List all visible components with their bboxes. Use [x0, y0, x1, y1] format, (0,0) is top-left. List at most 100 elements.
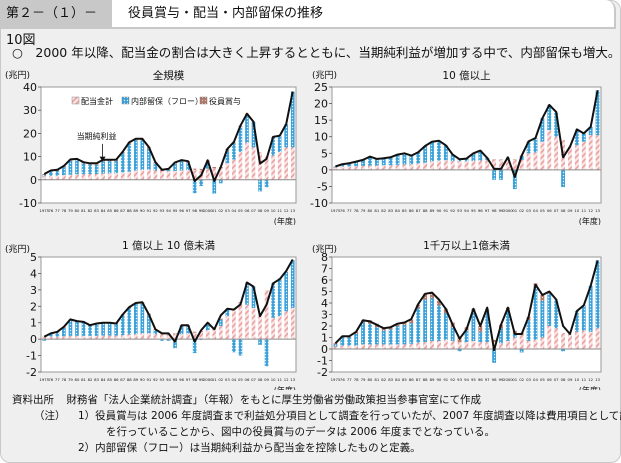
x-tick-label: 13 — [595, 208, 600, 213]
x-tick-label: 94 — [166, 208, 171, 213]
x-tick-label: 92 — [153, 377, 158, 382]
y-tick-label: 5 — [321, 286, 328, 299]
retained-earnings-bar — [62, 327, 66, 337]
x-tick-label: 02 — [519, 377, 524, 382]
x-tick-label: 96 — [478, 208, 483, 213]
net-income-annotation: 当期純利益 — [77, 131, 117, 141]
dividend-bar — [409, 164, 414, 170]
x-tick-label: 1975 — [331, 377, 341, 382]
dividend-bar — [186, 333, 190, 340]
x-tick-label: 05 — [540, 208, 545, 213]
dividend-bar — [166, 334, 171, 340]
retained-earnings-bar — [416, 308, 421, 343]
dividend-bar — [416, 163, 421, 170]
dividend-bar — [186, 170, 190, 180]
director-bonus-bar — [423, 293, 428, 300]
director-bonus-bar — [499, 159, 503, 161]
x-tick-label: 88 — [127, 377, 132, 382]
retained-earnings-bar — [581, 133, 586, 142]
dividend-bar — [107, 335, 112, 340]
dividend-bar — [277, 316, 282, 340]
chart-10m-to-100m: 1千万以上1億未満 (兆円) -2 -1 0 1 2 3 4 5 6 7 8 1975 76 77 78 79 80… — [310, 230, 621, 390]
dividend-bar — [101, 173, 105, 180]
dividend-bar — [48, 336, 53, 340]
dividend-bar — [160, 334, 164, 340]
dividend-bar — [554, 136, 559, 170]
y-tick-label: -1 — [26, 350, 37, 363]
legend: 配当金計 内部留保（フロー） 役員賞与 — [71, 96, 241, 106]
x-tick-label: 84 — [395, 377, 400, 382]
dividend-bar — [258, 314, 262, 340]
x-tick-label: 89 — [133, 208, 138, 213]
dividend-bar — [395, 164, 400, 170]
x-tick-label: 96 — [179, 377, 184, 382]
figure-number: 第２－（１）－10図 — [0, 0, 112, 48]
net-income-line — [334, 260, 599, 352]
net-income-line — [335, 90, 599, 179]
retained-earnings-bar — [55, 170, 60, 176]
dividend-bar — [245, 142, 249, 180]
retained-earnings-bar — [140, 303, 145, 334]
dividend-bar — [42, 176, 47, 180]
dividend-bar — [114, 335, 119, 340]
dividend-bar — [595, 328, 600, 349]
retained-earnings-bar — [347, 337, 352, 346]
x-tick-label: 07 — [251, 208, 256, 213]
retained-earnings-bar — [485, 309, 490, 343]
dividend-bar — [547, 130, 552, 170]
x-tick-label: 99 — [499, 377, 504, 382]
retained-earnings-bar — [533, 286, 538, 340]
dividend-bar — [374, 165, 379, 170]
y-tick-label: -5 — [317, 180, 328, 193]
retained-earnings-bar — [258, 339, 262, 345]
retained-earnings-bar — [114, 161, 119, 174]
dividend-bar — [264, 156, 269, 180]
dividend-bar — [354, 166, 359, 170]
retained-earnings-bar — [290, 91, 295, 148]
y-tick-label: -10 — [310, 197, 328, 210]
x-axis-unit-label: (年度) — [274, 216, 296, 225]
annotation-arrow-head-icon — [99, 156, 106, 162]
x-tick-label: 92 — [450, 208, 455, 213]
x-tick-label: 07 — [554, 208, 559, 213]
retained-earnings-bar — [492, 169, 497, 180]
retained-earnings-bar — [499, 328, 503, 344]
dividend-bar — [81, 335, 86, 340]
dividend-bar — [568, 146, 572, 170]
director-bonus-bar — [199, 168, 204, 171]
x-tick-label: 82 — [381, 208, 386, 213]
x-tick-label: 12 — [284, 208, 289, 213]
retained-earnings-bar — [199, 179, 204, 187]
x-tick-label: 1975 — [39, 208, 49, 213]
y-tick-label: 30 — [23, 104, 37, 117]
x-tick-label: 05 — [238, 377, 243, 382]
retained-earnings-bar — [478, 150, 483, 161]
dividend-bar — [485, 160, 490, 170]
retained-earnings-bar — [416, 152, 421, 164]
retained-earnings-bar — [173, 339, 177, 349]
dividend-bar — [271, 317, 275, 340]
retained-earnings-bar — [333, 344, 338, 347]
chart-100m-to-1b: 1 億以上 10 億未満 (兆円) -2 -1 0 1 2 3 4 5 1975 76 77 78 79 80… — [0, 230, 310, 390]
dividend-bar — [153, 170, 158, 180]
dividend-bar — [485, 342, 490, 349]
retained-earnings-bar — [153, 163, 158, 171]
retained-earnings-bar — [574, 129, 579, 145]
dividend-bar — [166, 171, 171, 180]
dividend-bar — [48, 175, 53, 180]
y-tick-label: 3 — [321, 309, 328, 322]
retained-earnings-bar — [120, 153, 125, 173]
retained-earnings-bar — [395, 154, 400, 165]
x-tick-label: 12 — [588, 377, 593, 382]
retained-earnings-bar — [588, 126, 593, 136]
y-tick-label: 20 — [23, 127, 37, 140]
retained-earnings-bar — [374, 327, 379, 345]
retained-earnings-bar — [554, 111, 559, 137]
x-tick-label: 95 — [471, 377, 476, 382]
retained-earnings-bar — [133, 303, 138, 335]
dividend-bar — [94, 335, 99, 340]
retained-earnings-bar — [471, 309, 476, 341]
dividend-bar — [127, 334, 132, 340]
dividend-bar — [192, 169, 197, 180]
retained-earnings-bar — [88, 164, 92, 174]
